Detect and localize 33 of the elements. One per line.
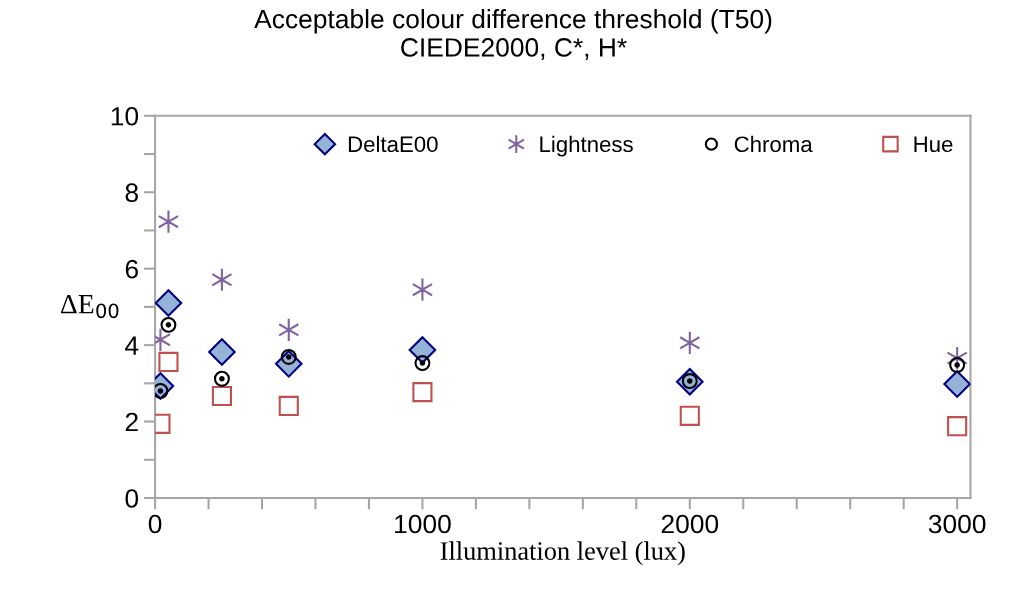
legend-label: Chroma bbox=[734, 135, 813, 153]
x-axis-title: Illumination level (lux) bbox=[440, 541, 685, 566]
x-tick-label: 2000 bbox=[661, 514, 719, 534]
point bbox=[679, 405, 700, 426]
point bbox=[278, 317, 300, 342]
point bbox=[943, 370, 971, 398]
point bbox=[278, 395, 299, 416]
legend-label: Hue bbox=[914, 136, 953, 153]
legend-label: Lightness bbox=[540, 135, 633, 157]
point bbox=[208, 338, 236, 366]
x-tick-label: 1000 bbox=[395, 514, 451, 534]
point bbox=[213, 370, 230, 387]
point bbox=[158, 351, 179, 372]
y-tick-label: 10 bbox=[111, 106, 139, 126]
y-tick-label: 2 bbox=[125, 412, 138, 432]
point bbox=[155, 289, 183, 317]
y-tick-label: 0 bbox=[125, 489, 139, 508]
x-tick-label: 3000 bbox=[928, 514, 986, 534]
y-tick-label: 8 bbox=[125, 183, 138, 203]
point bbox=[211, 385, 232, 407]
chart-title: Acceptable colour difference threshold (T50) CIEDE2000, C*, H* bbox=[254, 9, 772, 60]
y-axis-title: ΔE$_{00}$ bbox=[60, 294, 119, 319]
x-tick-label: 0 bbox=[148, 514, 162, 534]
point bbox=[679, 330, 701, 355]
point bbox=[411, 277, 434, 302]
legend-label: DeltaE00 bbox=[348, 135, 438, 153]
y-tick-label: 6 bbox=[125, 259, 138, 279]
point bbox=[947, 416, 968, 437]
point bbox=[412, 382, 433, 403]
y-tick-label: 4 bbox=[125, 336, 139, 355]
point bbox=[157, 209, 180, 234]
point bbox=[414, 355, 431, 372]
point bbox=[160, 316, 177, 333]
